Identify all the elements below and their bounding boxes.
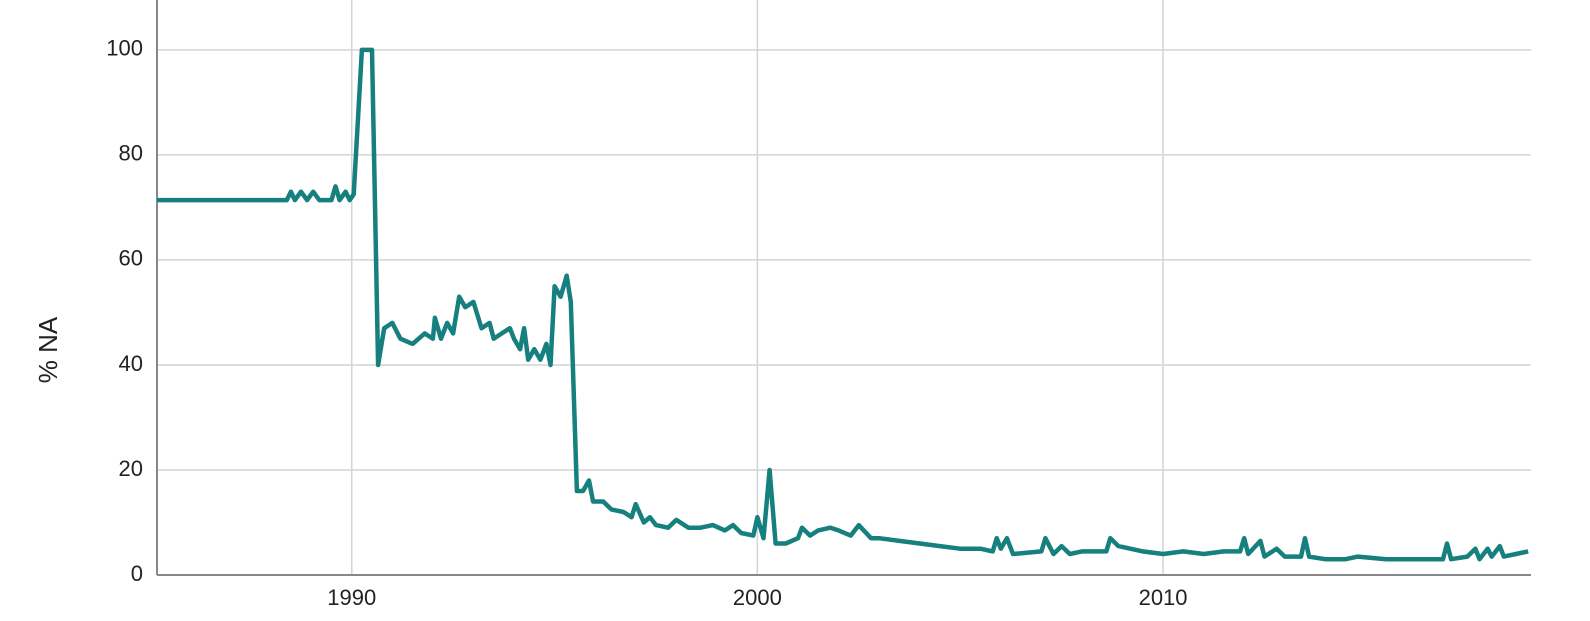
y-tick-label: 40	[119, 351, 143, 376]
y-tick-label: 60	[119, 246, 143, 271]
data-line	[157, 47, 1529, 562]
x-tick-label: 2010	[1139, 585, 1188, 610]
x-tick-label: 2000	[733, 585, 782, 610]
y-tick-label: 0	[131, 561, 143, 586]
x-tick-label: 1990	[327, 585, 376, 610]
y-tick-label: 100	[106, 36, 143, 61]
y-tick-label: 20	[119, 456, 143, 481]
y-tick-label: 80	[119, 141, 143, 166]
y-axis-label: % NA	[33, 316, 63, 383]
